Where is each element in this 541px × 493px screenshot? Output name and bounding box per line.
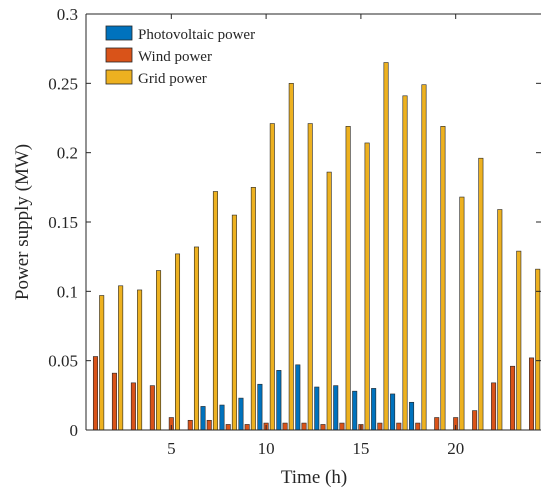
bar-wind-power-6 xyxy=(187,419,193,431)
x-tick-label: 15 xyxy=(352,439,369,458)
bar-wind-power-11 xyxy=(282,422,288,431)
bar-wind-power-16 xyxy=(377,422,383,431)
bar-grid-power-3 xyxy=(137,289,143,431)
bar-photovoltaic-power-16 xyxy=(371,388,377,431)
plot-background xyxy=(86,14,541,430)
y-tick-label: 0.1 xyxy=(57,282,78,301)
bar-grid-power-6 xyxy=(193,246,199,431)
bar-grid-power-18 xyxy=(421,84,427,431)
bar-grid-power-8 xyxy=(231,214,237,431)
bar-photovoltaic-power-11 xyxy=(276,370,282,431)
bar-grid-power-19 xyxy=(440,126,446,431)
bar-grid-power-7 xyxy=(212,191,218,431)
bar-grid-power-2 xyxy=(118,285,124,431)
bar-wind-power-8 xyxy=(225,424,231,431)
bar-grid-power-14 xyxy=(345,126,351,431)
x-axis-label: Time (h) xyxy=(281,467,347,488)
bar-grid-power-24 xyxy=(535,268,541,431)
bar-grid-power-15 xyxy=(364,142,370,431)
bar-grid-power-13 xyxy=(326,171,332,431)
bar-wind-power-4 xyxy=(149,385,155,431)
legend-label-wind: Wind power xyxy=(138,49,212,65)
bar-photovoltaic-power-17 xyxy=(390,393,396,431)
legend-swatch-grid xyxy=(105,69,133,85)
bar-grid-power-16 xyxy=(383,62,389,431)
y-tick-label: 0.15 xyxy=(48,213,78,232)
bar-grid-power-5 xyxy=(175,253,181,431)
bar-grid-power-10 xyxy=(269,123,275,431)
bar-grid-power-20 xyxy=(459,196,465,431)
bar-wind-power-21 xyxy=(472,410,478,431)
bar-grid-power-1 xyxy=(99,295,105,431)
bar-wind-power-1 xyxy=(92,356,98,431)
legend-label-grid: Grid power xyxy=(138,71,207,87)
bar-photovoltaic-power-13 xyxy=(314,386,320,431)
bar-wind-power-9 xyxy=(244,424,250,431)
bar-wind-power-17 xyxy=(396,422,402,431)
x-tick-label: 5 xyxy=(167,439,176,458)
x-tick-label: 20 xyxy=(447,439,464,458)
bar-grid-power-21 xyxy=(478,157,484,431)
legend: Photovoltaic power Wind power Grid power xyxy=(105,25,255,87)
bar-grid-power-17 xyxy=(402,95,408,431)
bar-photovoltaic-power-9 xyxy=(238,397,244,431)
bar-grid-power-4 xyxy=(156,270,162,431)
bar-wind-power-24 xyxy=(529,357,535,431)
bar-photovoltaic-power-10 xyxy=(257,383,263,431)
y-tick-label: 0.3 xyxy=(57,5,78,24)
y-tick-label: 0.05 xyxy=(48,352,78,371)
ticks: 0 0.05 0.1 0.15 0.2 0.25 0.3 5 10 15 20 xyxy=(48,5,541,458)
bar-wind-power-7 xyxy=(206,419,212,431)
bar-wind-power-23 xyxy=(510,365,516,431)
bar-wind-power-13 xyxy=(320,424,326,431)
bar-wind-power-22 xyxy=(491,382,497,431)
bar-wind-power-12 xyxy=(301,422,307,431)
bar-wind-power-3 xyxy=(130,382,136,431)
legend-swatch-photovoltaic xyxy=(105,25,133,41)
bar-grid-power-11 xyxy=(288,83,294,431)
x-tick-label: 10 xyxy=(258,439,275,458)
bar-wind-power-18 xyxy=(415,422,421,431)
legend-swatch-wind xyxy=(105,47,133,63)
bar-photovoltaic-power-8 xyxy=(219,404,225,431)
bar-wind-power-2 xyxy=(111,372,117,431)
bar-grid-power-12 xyxy=(307,123,313,431)
y-axis-label: Power supply (MW) xyxy=(12,144,33,300)
bar-grid-power-9 xyxy=(250,187,256,431)
bar-photovoltaic-power-12 xyxy=(295,364,301,431)
bar-wind-power-19 xyxy=(434,417,440,431)
y-tick-label: 0 xyxy=(70,421,79,440)
bar-photovoltaic-power-15 xyxy=(352,390,358,431)
bar-wind-power-14 xyxy=(339,422,345,431)
bar-grid-power-23 xyxy=(516,250,522,431)
y-tick-label: 0.25 xyxy=(48,74,78,93)
bar-grid-power-22 xyxy=(497,209,503,431)
bar-photovoltaic-power-18 xyxy=(409,401,415,431)
legend-label-photovoltaic: Photovoltaic power xyxy=(138,27,255,43)
bar-photovoltaic-power-7 xyxy=(200,406,206,431)
y-tick-label: 0.2 xyxy=(57,144,78,163)
bar-photovoltaic-power-14 xyxy=(333,385,339,431)
